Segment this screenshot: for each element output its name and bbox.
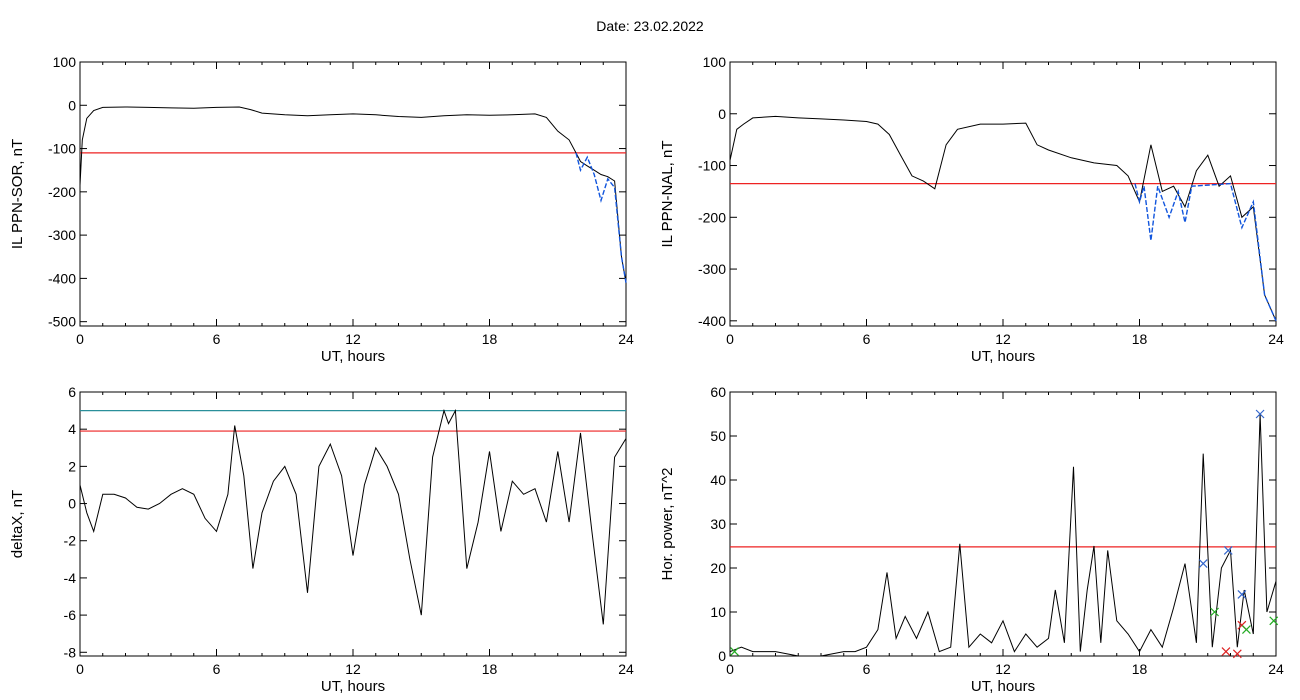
- y-axis-label: Hor. power, nT^2: [659, 468, 676, 581]
- marker-blue: [1237, 589, 1247, 599]
- x-tick-label: 12: [345, 661, 361, 677]
- y-tick-label: -300: [48, 227, 76, 243]
- y-tick-label: -2: [64, 533, 77, 549]
- marker-green: [730, 647, 739, 657]
- series-line: [729, 115, 1277, 322]
- nal-panel: 0 6 12 18 24 100 0 -100 -200 -300 -400 UT, hours IL …: [659, 54, 1284, 365]
- series-line-highlight: [575, 152, 627, 283]
- marker-blue: [1223, 545, 1233, 555]
- marker-green: [1210, 607, 1219, 617]
- marker-red: [1221, 647, 1231, 657]
- sor-panel: 0 6 12 18 24 100 0 -100 -200 -300 -400 -500 UT, hour…: [9, 54, 634, 365]
- y-tick-label: 40: [710, 472, 726, 488]
- y-tick-label: 0: [718, 648, 726, 664]
- y-tick-label: -500: [48, 314, 76, 330]
- y-axis-label: IL PPN-SOR, nT: [9, 139, 26, 249]
- marker-red: [1232, 649, 1242, 659]
- x-tick-label: 24: [618, 661, 634, 677]
- x-tick-label: 6: [213, 661, 221, 677]
- plot-frame: [729, 61, 1277, 327]
- series-line: [79, 408, 627, 625]
- x-axis-label: UT, hours: [971, 678, 1035, 695]
- plot-frame: [729, 391, 1277, 657]
- x-tick-label: 12: [345, 331, 361, 347]
- y-tick-label: -200: [48, 184, 76, 200]
- x-tick-label: 0: [76, 661, 84, 677]
- series-line: [79, 106, 627, 283]
- deltax-panel: 0 6 12 18 24 6 4 2 0 -2 -4 -6 -8 UT, hours deltaX, nT: [9, 384, 634, 695]
- y-tick-label: 0: [68, 97, 76, 113]
- y-tick-label: -4: [64, 570, 77, 586]
- x-tick-label: 24: [1268, 331, 1284, 347]
- x-tick-label: 24: [618, 331, 634, 347]
- x-tick-label: 6: [863, 331, 871, 347]
- y-axis-label: deltaX, nT: [9, 490, 26, 558]
- x-axis-label: UT, hours: [321, 678, 385, 695]
- x-tick-label: 6: [863, 661, 871, 677]
- y-tick-label: 50: [710, 428, 726, 444]
- marker-blue: [1198, 559, 1208, 569]
- x-tick-label: 18: [1132, 661, 1148, 677]
- marker-blue: [1255, 409, 1265, 419]
- hpower-panel: 0 6 12 18 24 60 50 40 30 20 10 0 UT, hours Hor. power…: [659, 384, 1284, 695]
- x-tick-label: 12: [995, 331, 1011, 347]
- x-axis-label: UT, hours: [321, 348, 385, 365]
- date-title: Date: 23.02.2022: [596, 18, 704, 34]
- y-tick-label: -100: [48, 141, 76, 157]
- y-tick-label: -400: [48, 270, 76, 286]
- y-tick-label: 20: [710, 560, 726, 576]
- y-tick-label: -100: [698, 158, 726, 174]
- x-tick-label: 18: [482, 661, 498, 677]
- y-tick-label: 4: [68, 421, 76, 437]
- y-tick-label: 10: [710, 604, 726, 620]
- y-tick-label: 2: [68, 458, 76, 474]
- marker-green: [1269, 616, 1279, 626]
- y-tick-label: 6: [68, 384, 76, 400]
- y-tick-label: -300: [698, 261, 726, 277]
- series-line-highlight: [1134, 182, 1277, 322]
- y-tick-label: -200: [698, 209, 726, 225]
- y-tick-label: -6: [64, 607, 77, 623]
- y-tick-label: 100: [703, 54, 727, 70]
- marker-green: [1242, 625, 1251, 635]
- x-tick-label: 24: [1268, 661, 1284, 677]
- x-tick-label: 0: [726, 661, 734, 677]
- y-tick-label: 0: [68, 496, 76, 512]
- y-axis-label: IL PPN-NAL, nT: [659, 141, 676, 248]
- plot-frame: [79, 61, 627, 327]
- series-line: [729, 413, 1277, 657]
- y-tick-label: 30: [710, 516, 726, 532]
- y-tick-label: -400: [698, 313, 726, 329]
- y-tick-label: -8: [64, 644, 77, 660]
- y-tick-label: 0: [718, 106, 726, 122]
- x-tick-label: 0: [76, 331, 84, 347]
- y-tick-label: 60: [710, 384, 726, 400]
- x-axis-label: UT, hours: [971, 348, 1035, 365]
- y-tick-label: 100: [53, 54, 77, 70]
- x-tick-label: 12: [995, 661, 1011, 677]
- x-tick-label: 6: [213, 331, 221, 347]
- x-tick-label: 0: [726, 331, 734, 347]
- x-tick-label: 18: [482, 331, 498, 347]
- x-tick-label: 18: [1132, 331, 1148, 347]
